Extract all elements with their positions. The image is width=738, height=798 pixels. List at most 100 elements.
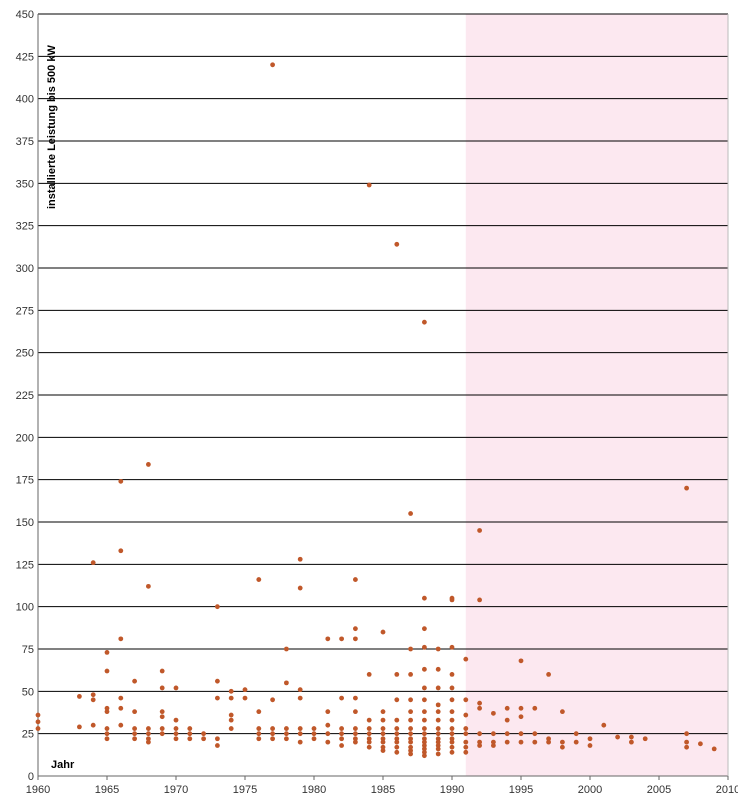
y-tick-label: 200 [16,432,34,444]
data-point [228,695,234,701]
data-point [422,697,427,703]
data-points [35,62,717,759]
data-point [173,717,179,723]
data-point [422,731,427,737]
data-point [422,746,427,752]
data-point [380,748,386,753]
data-point [297,585,303,591]
data-point [477,731,482,737]
data-point [146,736,151,742]
data-point [284,736,289,742]
axes [37,14,729,780]
data-point [90,560,96,566]
data-point [422,739,427,745]
y-tick-label: 125 [16,559,34,571]
data-point [311,736,317,742]
x-axis-title: Jahr [51,759,75,771]
data-point [325,709,331,715]
data-point [408,709,413,715]
data-point [284,646,289,652]
data-point [601,722,607,728]
data-point [380,709,386,715]
data-point [504,717,510,723]
data-point [435,709,441,715]
data-point [449,739,455,745]
data-point [270,726,275,731]
data-point [394,736,400,742]
data-point [146,731,151,737]
data-point [449,749,455,755]
data-point [518,714,524,720]
data-point [159,709,165,715]
y-tick-label: 0 [28,771,34,783]
data-point [339,731,344,737]
y-tick-label: 75 [22,644,34,656]
data-point [104,736,110,742]
data-point [394,739,400,745]
data-point [408,672,413,677]
data-point [449,644,455,650]
data-point [256,709,262,715]
data-point [504,731,510,737]
data-point [104,668,110,674]
data-point [187,736,193,742]
data-point [449,595,455,601]
data-point [684,744,689,750]
data-point [118,705,124,711]
data-point [132,678,138,684]
data-point [187,726,193,731]
data-point [325,636,331,642]
x-tick-label: 1985 [371,784,395,796]
data-point [284,680,289,686]
data-point [449,717,455,723]
data-point [546,672,551,677]
data-point [366,739,372,745]
data-point [104,726,110,731]
data-point [422,753,427,759]
data-point [408,646,413,652]
data-point [380,731,386,737]
data-point [270,731,275,737]
y-tick-label: 25 [22,729,34,741]
data-point [118,478,124,484]
y-tick-label: 50 [22,686,34,698]
data-point [532,731,538,737]
data-point [325,722,331,728]
data-point [642,736,648,742]
y-tick-label: 150 [16,517,34,529]
data-point [560,744,565,750]
data-point [449,697,455,703]
data-point [422,736,427,742]
data-point [504,705,510,711]
data-point [422,717,427,723]
x-tick-label: 2010 [716,784,738,796]
data-point [504,739,510,745]
data-point [394,749,400,755]
data-point [711,746,717,752]
data-point [366,731,372,737]
data-point [104,705,110,711]
data-point [449,685,455,691]
data-point [35,726,41,731]
data-point [573,731,579,737]
data-point [435,736,441,742]
data-point [684,739,689,745]
data-point [132,726,138,731]
data-point [408,717,413,723]
gridlines [38,13,728,735]
data-point [256,577,262,582]
data-point [394,744,400,750]
data-point [435,751,441,757]
data-point [449,672,455,677]
data-point [284,726,289,731]
data-point [173,726,179,731]
data-point [311,731,317,737]
data-point [518,658,524,664]
y-tick-label: 275 [16,305,34,317]
data-point [146,462,151,467]
data-point [366,726,372,731]
y-tick-label: 300 [16,263,34,275]
data-point [449,726,455,731]
data-point [422,319,427,325]
data-point [380,736,386,742]
